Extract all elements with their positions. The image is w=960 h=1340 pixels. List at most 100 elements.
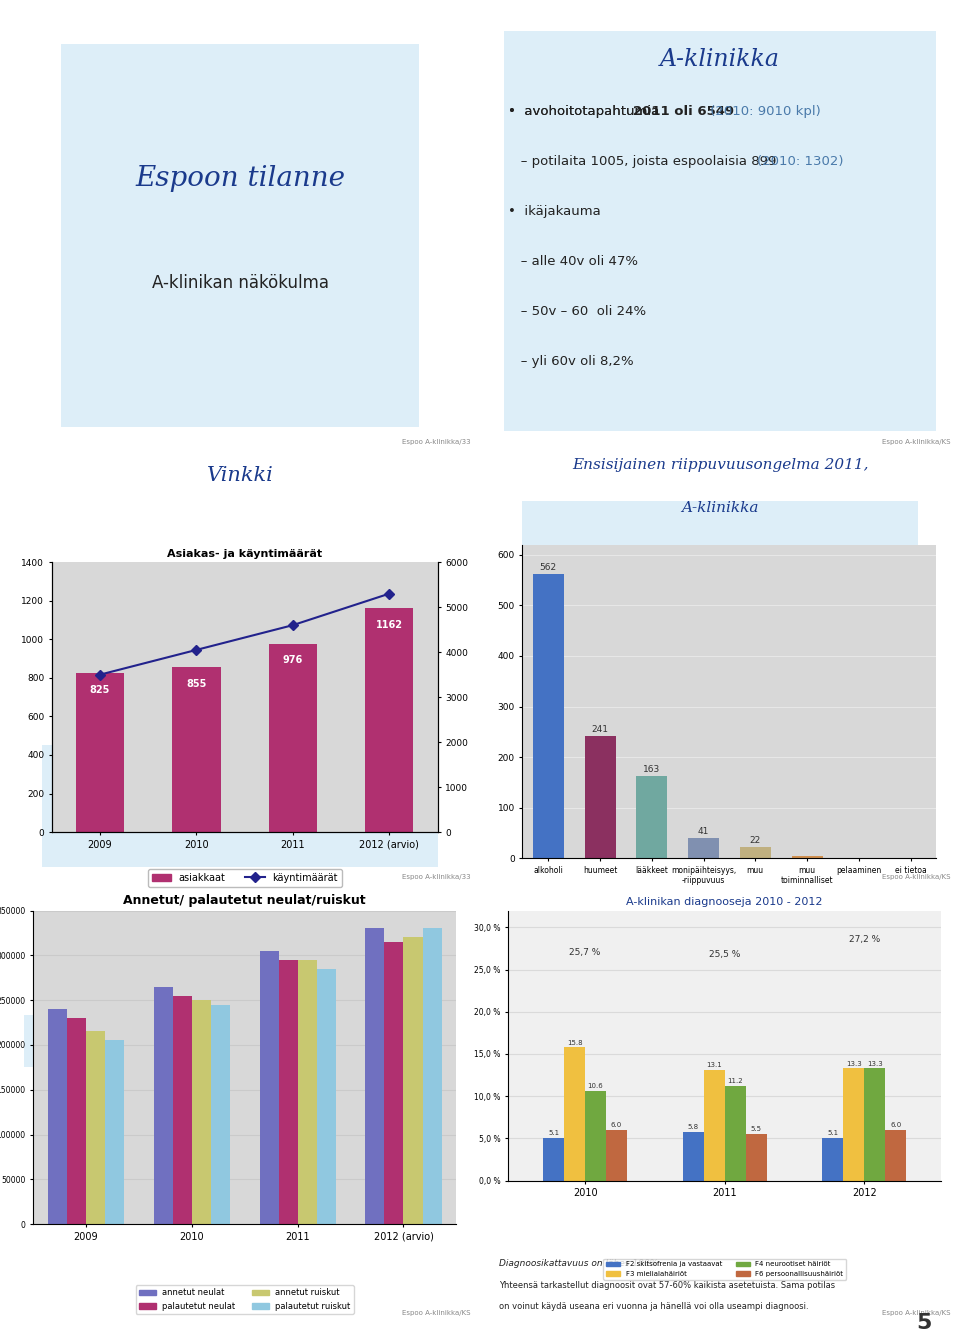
Bar	[192, 1000, 211, 1225]
Text: Espoo A-klinikka/KS: Espoo A-klinikka/KS	[402, 1309, 470, 1316]
Text: Espoo A-klinikka/KS: Espoo A-klinikka/KS	[882, 1309, 950, 1316]
Text: •  ikäjakauma: • ikäjakauma	[509, 205, 601, 218]
Text: •  avohoitotapahtumia  2011 oli 6549 (2010: 9010 kpl): • avohoitotapahtumia 2011 oli 6549 (2010…	[509, 105, 875, 118]
Bar	[67, 1018, 86, 1225]
Bar	[48, 1009, 67, 1225]
Text: Espoo A-klinikka/33: Espoo A-klinikka/33	[402, 438, 470, 445]
Text: 855: 855	[186, 679, 206, 689]
Title: Annetut/ palautetut neulat/ruiskut: Annetut/ palautetut neulat/ruiskut	[124, 894, 366, 907]
Bar	[366, 929, 384, 1225]
Bar	[317, 969, 336, 1225]
Bar	[365, 608, 414, 832]
Text: Vinkki: Vinkki	[206, 466, 274, 485]
Text: 13.3: 13.3	[846, 1061, 862, 1067]
Bar	[564, 1048, 585, 1181]
FancyBboxPatch shape	[24, 1016, 282, 1067]
Text: •  avohoitotapahtumia: • avohoitotapahtumia	[509, 105, 663, 118]
Bar	[105, 1040, 124, 1225]
Bar	[533, 574, 564, 858]
Bar	[211, 1005, 229, 1225]
Text: Espoon tilanne: Espoon tilanne	[135, 165, 345, 193]
Text: 41: 41	[698, 827, 709, 836]
Text: 2011 oli 6549: 2011 oli 6549	[633, 105, 733, 118]
Text: Yhteensä tarkastellut diagnoosit ovat 57-60% kaikista asetetuista. Sama potilas: Yhteensä tarkastellut diagnoosit ovat 57…	[499, 1281, 835, 1289]
Bar	[422, 929, 442, 1225]
Text: •  avohoitotapahtumia: • avohoitotapahtumia	[509, 105, 663, 118]
Bar	[725, 1085, 746, 1181]
Title: Asiakas- ja käyntimäärät: Asiakas- ja käyntimäärät	[167, 548, 323, 559]
Bar	[298, 959, 317, 1225]
Text: 25,7 %: 25,7 %	[569, 947, 601, 957]
Text: Ensisijainen riippuvuusongelma 2011,: Ensisijainen riippuvuusongelma 2011,	[572, 457, 868, 472]
Legend: asiakkaat, käyntimäärät: asiakkaat, käyntimäärät	[148, 868, 342, 887]
Bar	[683, 1131, 704, 1181]
Text: 5.5: 5.5	[751, 1127, 761, 1132]
Title: A-klinikan diagnooseja 2010 - 2012: A-klinikan diagnooseja 2010 - 2012	[627, 896, 823, 907]
Text: 25,5 %: 25,5 %	[709, 950, 740, 958]
Text: 5: 5	[916, 1313, 931, 1333]
Text: – potilaita 1005, joista espoolaisia 899: – potilaita 1005, joista espoolaisia 899	[509, 155, 780, 168]
Text: (2010: 9010 kpl): (2010: 9010 kpl)	[706, 105, 821, 118]
Bar	[278, 959, 298, 1225]
Text: 11.2: 11.2	[728, 1079, 743, 1084]
FancyBboxPatch shape	[61, 44, 419, 427]
Bar	[154, 986, 173, 1225]
Bar	[688, 838, 719, 858]
Bar	[585, 737, 615, 858]
FancyBboxPatch shape	[504, 31, 936, 431]
Text: 163: 163	[643, 765, 660, 773]
Bar	[76, 673, 124, 832]
Text: 825: 825	[90, 685, 110, 694]
Bar	[269, 645, 317, 832]
Bar	[606, 1130, 627, 1181]
Text: – yli 60v oli 8,2%: – yli 60v oli 8,2%	[509, 355, 634, 369]
Bar	[259, 951, 278, 1225]
Text: 13.3: 13.3	[867, 1061, 882, 1067]
Bar	[636, 776, 667, 858]
Text: on voinut käydä useana eri vuonna ja hänellä voi olla useampi diagnoosi.: on voinut käydä useana eri vuonna ja hän…	[499, 1302, 808, 1312]
Bar	[746, 1134, 767, 1181]
Bar	[173, 667, 221, 832]
Text: A-klinikan näkökulma: A-klinikan näkökulma	[152, 275, 328, 292]
Bar	[885, 1130, 906, 1181]
Text: A-klinikka: A-klinikka	[682, 501, 758, 515]
Bar	[704, 1071, 725, 1181]
Text: Espoo A-klinikka/KS: Espoo A-klinikka/KS	[882, 438, 950, 445]
Text: 5.1: 5.1	[828, 1130, 838, 1136]
Text: 562: 562	[540, 563, 557, 572]
Text: – 50v – 60  oli 24%: – 50v – 60 oli 24%	[509, 306, 646, 318]
Bar	[543, 1138, 564, 1181]
Text: 15.8: 15.8	[566, 1040, 583, 1045]
Bar	[86, 1032, 105, 1225]
Bar	[384, 942, 403, 1225]
Text: 1162: 1162	[376, 619, 403, 630]
Text: 13.1: 13.1	[707, 1063, 722, 1068]
Text: Espoo A-klinikka/KS: Espoo A-klinikka/KS	[882, 874, 950, 880]
Bar	[791, 856, 823, 858]
Text: 6.0: 6.0	[890, 1122, 901, 1128]
Text: Espoo A-klinikka/33: Espoo A-klinikka/33	[402, 874, 470, 880]
Text: 5.8: 5.8	[687, 1124, 699, 1130]
Text: (2010: 1302): (2010: 1302)	[756, 155, 843, 168]
Text: 27,2 %: 27,2 %	[849, 935, 880, 945]
Text: 6.0: 6.0	[611, 1122, 622, 1128]
Text: 976: 976	[283, 655, 303, 666]
Text: 22: 22	[750, 836, 761, 846]
Legend: annetut neulat, palautetut neulat, annetut ruiskut, palautetut ruiskut: annetut neulat, palautetut neulat, annet…	[135, 1285, 354, 1315]
Bar	[173, 996, 192, 1225]
Text: – alle 40v oli 47%: – alle 40v oli 47%	[509, 255, 638, 268]
Bar	[403, 938, 422, 1225]
Bar	[864, 1068, 885, 1181]
Text: 241: 241	[591, 725, 609, 734]
Text: Diagnoosikattavuus on lähes 100%.: Diagnoosikattavuus on lähes 100%.	[499, 1260, 660, 1268]
FancyBboxPatch shape	[522, 501, 918, 623]
Bar	[823, 1138, 844, 1181]
FancyBboxPatch shape	[42, 745, 438, 867]
Text: 5.1: 5.1	[548, 1130, 560, 1136]
Text: 10.6: 10.6	[588, 1084, 604, 1089]
Bar	[844, 1068, 864, 1181]
Legend: F2 skitsofrenia ja vastaavat, F3 mielialahäiriöt, F4 neurootiset häiriöt, F6 per: F2 skitsofrenia ja vastaavat, F3 mielial…	[603, 1258, 846, 1280]
Text: A-klinikka: A-klinikka	[660, 48, 780, 71]
Bar	[740, 847, 771, 858]
Bar	[585, 1091, 606, 1181]
